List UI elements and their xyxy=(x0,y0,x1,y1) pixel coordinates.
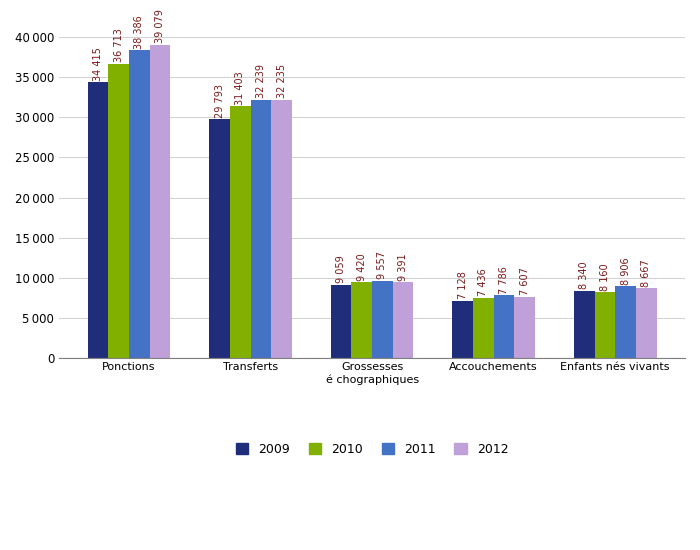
Text: 31 403: 31 403 xyxy=(235,71,245,104)
Text: 8 160: 8 160 xyxy=(600,263,610,290)
Text: 32 235: 32 235 xyxy=(276,64,286,98)
Bar xyxy=(514,296,535,358)
Text: 39 079: 39 079 xyxy=(155,9,165,43)
Bar xyxy=(594,292,615,358)
Text: 34 415: 34 415 xyxy=(93,47,103,80)
Text: 8 667: 8 667 xyxy=(641,259,651,287)
Text: 9 059: 9 059 xyxy=(336,256,346,283)
Bar xyxy=(615,287,636,358)
Bar xyxy=(230,106,251,358)
Bar xyxy=(494,295,514,358)
Bar xyxy=(636,288,657,358)
Text: 29 793: 29 793 xyxy=(215,84,225,118)
Text: 8 340: 8 340 xyxy=(579,262,589,289)
Bar xyxy=(108,64,129,358)
Legend: 2009, 2010, 2011, 2012: 2009, 2010, 2011, 2012 xyxy=(230,438,514,461)
Bar xyxy=(251,100,271,358)
Text: 8 906: 8 906 xyxy=(621,257,631,285)
Bar xyxy=(473,298,494,358)
Bar xyxy=(393,282,414,358)
Bar xyxy=(271,100,292,358)
Text: 7 607: 7 607 xyxy=(519,267,530,295)
Text: 7 786: 7 786 xyxy=(499,266,509,294)
Text: 32 239: 32 239 xyxy=(256,64,266,98)
Text: 7 128: 7 128 xyxy=(458,271,468,299)
Text: 9 391: 9 391 xyxy=(398,253,408,281)
Bar xyxy=(452,300,473,358)
Text: 36 713: 36 713 xyxy=(113,28,124,62)
Text: 38 386: 38 386 xyxy=(134,15,144,49)
Bar xyxy=(209,119,230,358)
Bar xyxy=(129,51,150,358)
Text: 9 420: 9 420 xyxy=(357,253,367,280)
Text: 9 557: 9 557 xyxy=(377,251,388,279)
Bar xyxy=(88,82,108,358)
Text: 7 436: 7 436 xyxy=(478,269,489,296)
Bar xyxy=(351,282,372,358)
Bar xyxy=(331,285,351,358)
Bar xyxy=(372,281,393,358)
Bar xyxy=(150,45,170,358)
Bar xyxy=(574,291,594,358)
